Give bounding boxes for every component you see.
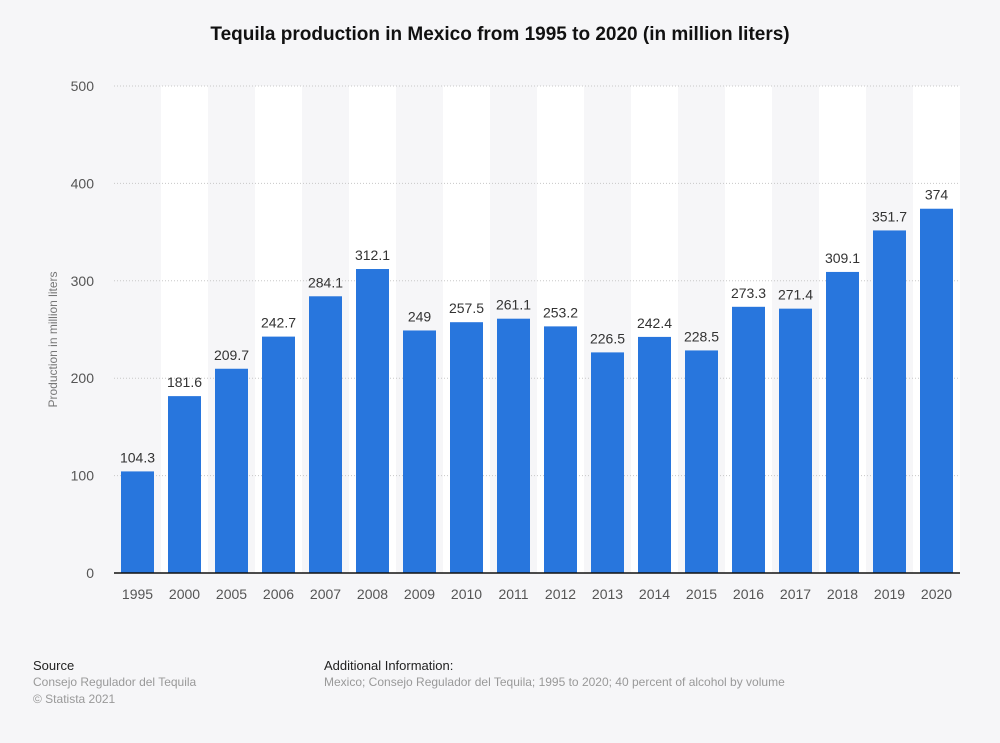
x-tick-label: 2019: [874, 586, 905, 602]
data-label: 209.7: [214, 347, 249, 363]
data-label: 249: [408, 308, 432, 324]
y-axis-label: Production in million liters: [46, 271, 60, 407]
bar: [638, 336, 671, 573]
data-label: 228.5: [684, 328, 719, 344]
data-label: 181.6: [167, 374, 202, 390]
bar: [215, 368, 248, 573]
data-label: 242.7: [261, 315, 296, 331]
data-label: 271.4: [778, 287, 813, 303]
bar: [779, 308, 812, 573]
x-tick-label: 2016: [733, 586, 764, 602]
bar: [262, 336, 295, 573]
x-tick-label: 2000: [169, 586, 200, 602]
x-tick-label: 1995: [122, 586, 153, 602]
data-label: 257.5: [449, 300, 484, 316]
bar: [403, 330, 436, 573]
bar: [826, 271, 859, 573]
x-tick-label: 2012: [545, 586, 576, 602]
bar: [121, 471, 154, 573]
bar: [450, 322, 483, 573]
info-heading: Additional Information:: [324, 658, 454, 673]
x-tick-label: 2013: [592, 586, 623, 602]
y-tick-label: 300: [71, 273, 95, 289]
bar: [168, 396, 201, 573]
chart-title: Tequila production in Mexico from 1995 t…: [210, 24, 790, 45]
data-label: 284.1: [308, 274, 343, 290]
source-block: Source Consejo Regulador del Tequila © S…: [33, 657, 196, 708]
data-label: 261.1: [496, 297, 531, 313]
source-heading: Source: [33, 658, 75, 673]
x-tick-label: 2009: [404, 586, 435, 602]
additional-info-block: Additional Information: Mexico; Consejo …: [324, 657, 785, 691]
x-tick-label: 2018: [827, 586, 858, 602]
info-text: Mexico; Consejo Regulador del Tequila; 1…: [324, 675, 785, 689]
data-label: 104.3: [120, 449, 155, 465]
x-tick-label: 2005: [216, 586, 247, 602]
x-tick-label: 2011: [498, 586, 528, 602]
y-tick-label: 100: [71, 468, 95, 484]
y-tick-label: 0: [86, 565, 94, 581]
x-tick-label: 2020: [921, 586, 952, 602]
data-label: 312.1: [355, 247, 390, 263]
bar-chart: 0 100 200 300 400 500 104.3 1995 181.6 2000 209.7 2…: [46, 78, 960, 602]
x-tick-label: 2015: [686, 586, 717, 602]
y-tick-label: 500: [71, 78, 95, 94]
data-label: 273.3: [731, 285, 766, 301]
data-label: 374: [925, 187, 949, 203]
bar: [356, 269, 389, 573]
y-tick-label: 200: [71, 370, 95, 386]
x-tick-label: 2007: [310, 586, 341, 602]
bar: [497, 318, 530, 573]
x-tick-label: 2008: [357, 586, 388, 602]
bar: [591, 352, 624, 573]
bar: [685, 350, 718, 573]
bar: [732, 306, 765, 573]
x-tick-label: 2017: [780, 586, 811, 602]
copyright: © Statista 2021: [33, 692, 116, 706]
bar: [544, 326, 577, 573]
x-tick-label: 2006: [263, 586, 294, 602]
source-text: Consejo Regulador del Tequila: [33, 675, 197, 689]
data-label: 242.4: [637, 315, 672, 331]
x-tick-label: 2010: [451, 586, 482, 602]
bar: [920, 208, 953, 573]
data-label: 253.2: [543, 304, 578, 320]
x-tick-label: 2014: [639, 586, 670, 602]
bar: [873, 230, 906, 573]
data-label: 226.5: [590, 330, 625, 346]
bar: [309, 296, 342, 573]
data-label: 351.7: [872, 208, 907, 224]
data-label: 309.1: [825, 250, 860, 266]
y-tick-label: 400: [71, 175, 95, 191]
